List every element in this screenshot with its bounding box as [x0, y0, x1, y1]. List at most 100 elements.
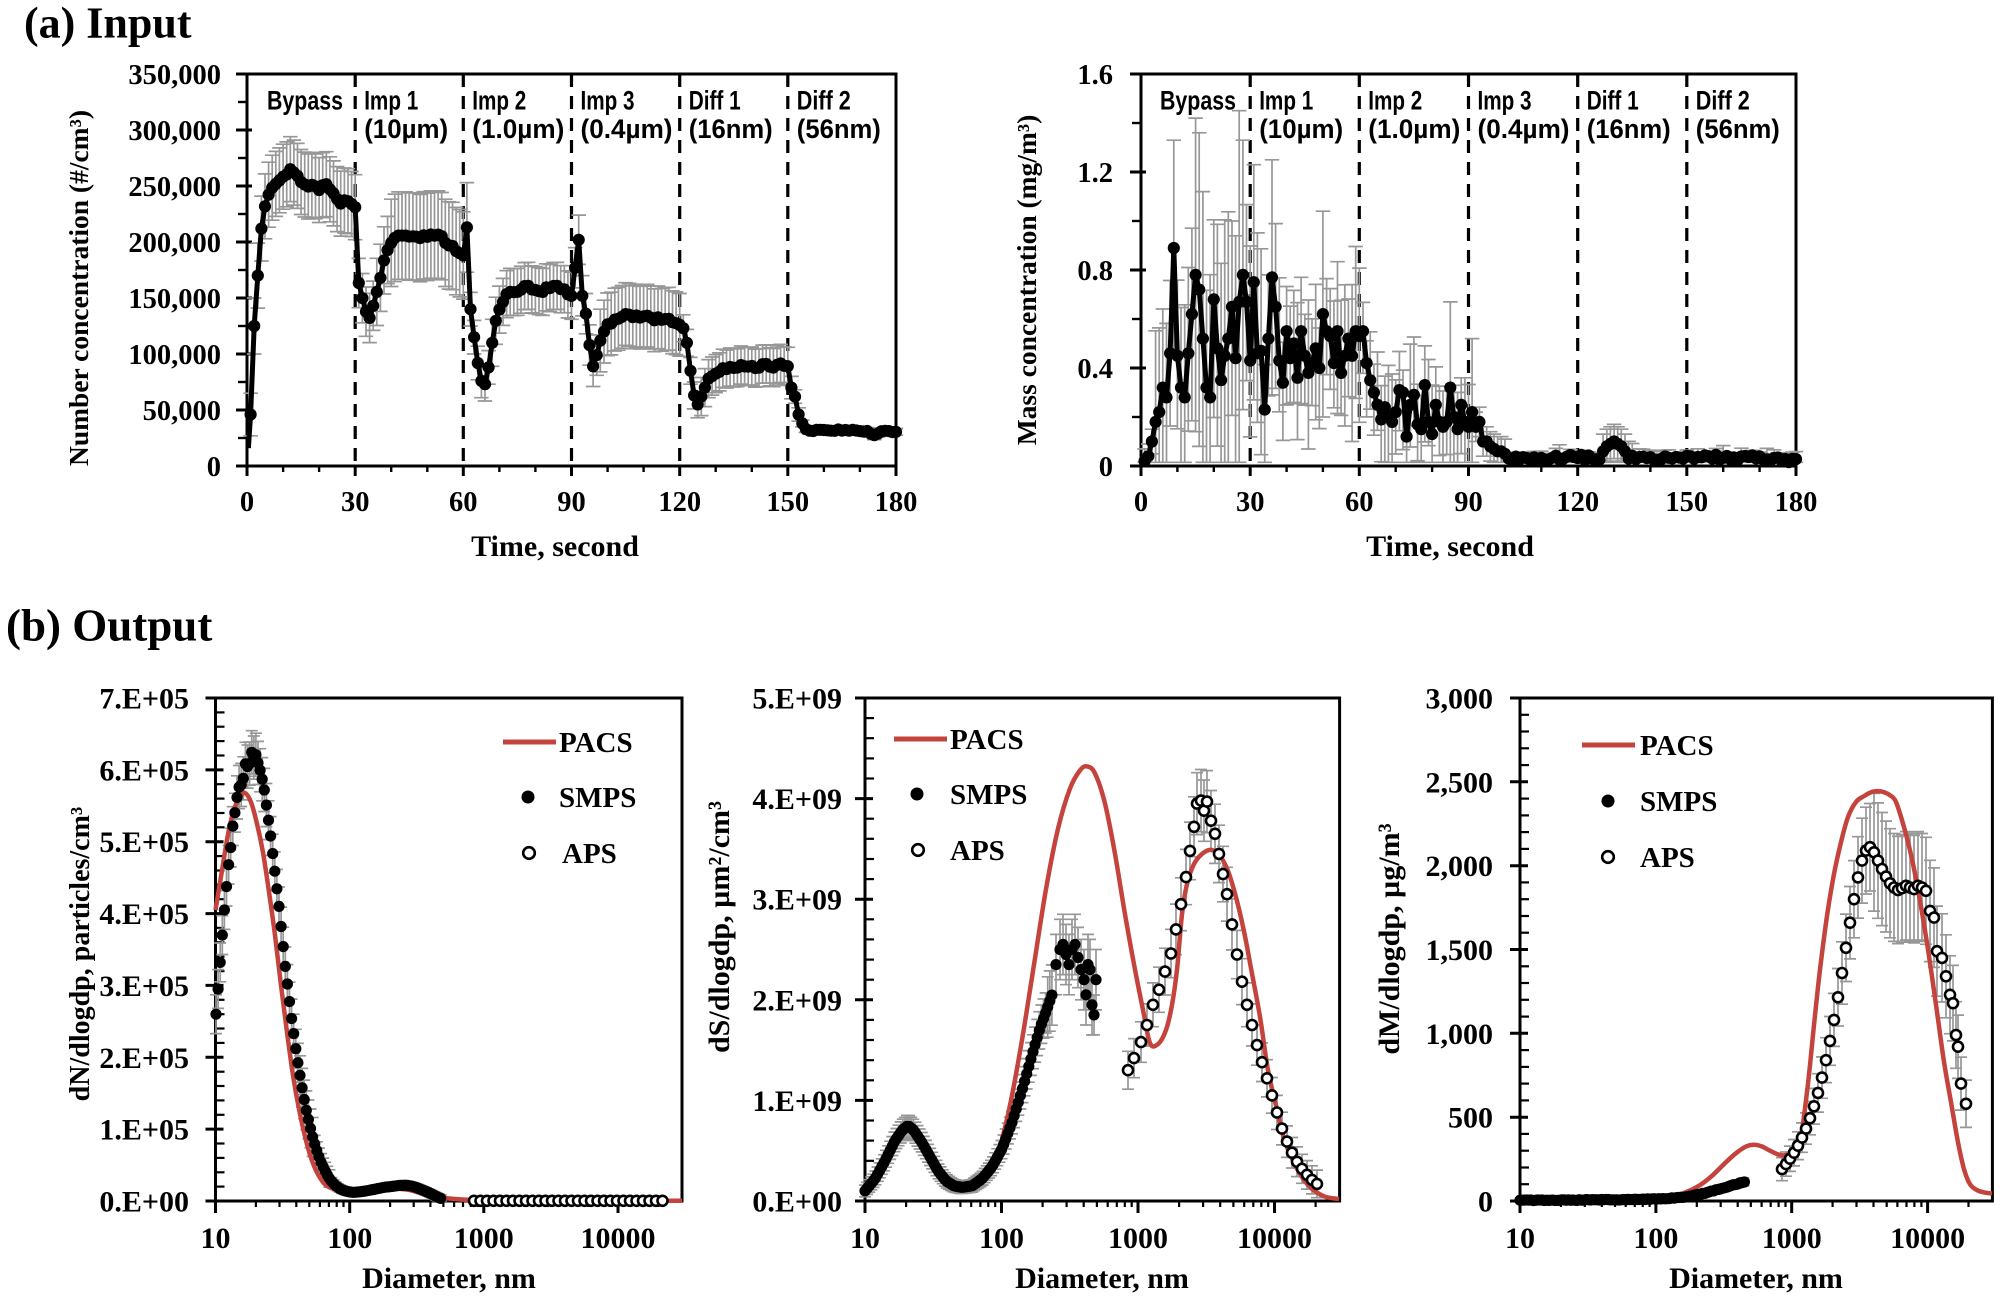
svg-text:1.E+05: 1.E+05	[99, 1114, 189, 1147]
svg-text:(10µm): (10µm)	[1259, 114, 1343, 144]
svg-text:300,000: 300,000	[128, 116, 221, 147]
svg-text:3,000: 3,000	[1426, 683, 1494, 716]
svg-text:(0.4µm): (0.4µm)	[1478, 114, 1570, 144]
svg-text:0: 0	[207, 452, 221, 483]
svg-text:0: 0	[240, 487, 254, 518]
svg-text:(10µm): (10µm)	[364, 114, 448, 144]
svg-text:150: 150	[1665, 487, 1708, 518]
svg-text:350,000: 350,000	[128, 60, 221, 91]
svg-text:1.E+09: 1.E+09	[752, 1085, 842, 1118]
svg-text:0.8: 0.8	[1077, 256, 1113, 287]
svg-text:SMPS: SMPS	[950, 779, 1027, 811]
svg-text:(0.4µm): (0.4µm)	[581, 114, 673, 144]
svg-text:1000: 1000	[454, 1222, 514, 1255]
svg-text:60: 60	[1345, 487, 1374, 518]
svg-text:(56nm): (56nm)	[797, 114, 881, 144]
svg-text:4.E+05: 4.E+05	[99, 898, 189, 931]
svg-text:150,000: 150,000	[128, 284, 221, 315]
svg-text:250,000: 250,000	[128, 172, 221, 203]
svg-text:180: 180	[1775, 487, 1818, 518]
svg-text:5.E+05: 5.E+05	[99, 826, 189, 859]
svg-text:100: 100	[1633, 1222, 1678, 1255]
svg-text:200,000: 200,000	[128, 228, 221, 259]
svg-text:Time, second: Time, second	[1366, 530, 1534, 563]
svg-text:Diff 2: Diff 2	[1696, 86, 1750, 116]
svg-text:100,000: 100,000	[128, 340, 221, 371]
svg-text:0.E+00: 0.E+00	[99, 1186, 189, 1219]
svg-text:1,000: 1,000	[1426, 1018, 1494, 1051]
svg-text:0: 0	[1099, 452, 1113, 483]
svg-text:0: 0	[1478, 1186, 1493, 1219]
svg-text:1000: 1000	[1762, 1222, 1822, 1255]
svg-text:APS: APS	[950, 835, 1005, 867]
svg-text:60: 60	[449, 487, 478, 518]
svg-text:(16nm): (16nm)	[1587, 114, 1671, 144]
svg-text:90: 90	[557, 487, 586, 518]
svg-text:dS/dlogdp, µm²/cm³: dS/dlogdp, µm²/cm³	[703, 801, 736, 1053]
svg-text:10: 10	[201, 1222, 231, 1255]
svg-text:dN/dlogdp, particles/cm³: dN/dlogdp, particles/cm³	[65, 807, 96, 1102]
svg-text:PACS: PACS	[950, 724, 1024, 756]
svg-text:Diameter, nm: Diameter, nm	[1669, 1262, 1843, 1295]
svg-text:10000: 10000	[581, 1222, 656, 1255]
svg-text:7.E+05: 7.E+05	[99, 683, 189, 716]
svg-text:10000: 10000	[1237, 1222, 1312, 1255]
svg-text:PACS: PACS	[559, 727, 633, 759]
svg-text:3.E+05: 3.E+05	[99, 970, 189, 1003]
svg-text:4.E+09: 4.E+09	[752, 783, 842, 816]
svg-text:180: 180	[875, 487, 918, 518]
svg-text:100: 100	[979, 1222, 1024, 1255]
svg-text:Diameter, nm: Diameter, nm	[362, 1262, 536, 1295]
svg-text:Number concentration (#/cm³): Number concentration (#/cm³)	[63, 110, 94, 466]
svg-text:Imp 1: Imp 1	[1259, 86, 1313, 116]
svg-text:Bypass: Bypass	[267, 86, 343, 116]
svg-text:1,500: 1,500	[1426, 934, 1494, 967]
svg-text:6.E+05: 6.E+05	[99, 754, 189, 787]
svg-text:SMPS: SMPS	[1640, 786, 1717, 818]
svg-text:3.E+09: 3.E+09	[752, 884, 842, 917]
svg-text:dM/dlogdp, µg/m³: dM/dlogdp, µg/m³	[1373, 823, 1406, 1054]
svg-text:Imp 2: Imp 2	[1368, 86, 1422, 116]
svg-text:(56nm): (56nm)	[1696, 114, 1780, 144]
svg-text:Diff 1: Diff 1	[1587, 86, 1639, 116]
svg-text:Mass concentration (mg/m³): Mass concentration (mg/m³)	[1011, 115, 1042, 446]
svg-text:2,000: 2,000	[1426, 850, 1494, 883]
svg-text:APS: APS	[1640, 842, 1695, 874]
svg-text:SMPS: SMPS	[559, 782, 636, 814]
svg-text:Diff 2: Diff 2	[797, 86, 851, 116]
svg-text:Imp 2: Imp 2	[472, 86, 526, 116]
svg-text:10: 10	[850, 1222, 880, 1255]
svg-text:1.2: 1.2	[1077, 158, 1113, 189]
svg-text:1.6: 1.6	[1077, 60, 1113, 91]
svg-text:2.E+05: 2.E+05	[99, 1042, 189, 1075]
svg-text:(1.0µm): (1.0µm)	[1368, 114, 1460, 144]
svg-text:90: 90	[1454, 487, 1483, 518]
svg-text:30: 30	[1236, 487, 1265, 518]
svg-text:Bypass: Bypass	[1160, 86, 1236, 116]
svg-text:(16nm): (16nm)	[689, 114, 773, 144]
svg-text:0.E+00: 0.E+00	[752, 1186, 842, 1219]
svg-text:(1.0µm): (1.0µm)	[472, 114, 564, 144]
svg-text:PACS: PACS	[1640, 730, 1714, 762]
svg-text:Imp 3: Imp 3	[581, 86, 635, 116]
svg-text:120: 120	[1556, 487, 1599, 518]
svg-text:Diameter, nm: Diameter, nm	[1015, 1262, 1189, 1295]
svg-text:2,500: 2,500	[1426, 766, 1494, 799]
svg-text:Time, second: Time, second	[471, 530, 639, 563]
svg-text:Imp 3: Imp 3	[1478, 86, 1532, 116]
svg-text:100: 100	[327, 1222, 372, 1255]
svg-text:2.E+09: 2.E+09	[752, 984, 842, 1017]
svg-text:(a) Input: (a) Input	[24, 0, 192, 48]
svg-text:30: 30	[341, 487, 370, 518]
svg-text:50,000: 50,000	[143, 396, 221, 427]
svg-text:0: 0	[1134, 487, 1148, 518]
svg-text:Diff 1: Diff 1	[689, 86, 741, 116]
svg-text:APS: APS	[562, 838, 617, 870]
svg-text:500: 500	[1448, 1102, 1493, 1135]
svg-text:150: 150	[766, 487, 809, 518]
svg-text:0.4: 0.4	[1077, 354, 1113, 385]
svg-text:120: 120	[658, 487, 701, 518]
svg-text:1000: 1000	[1108, 1222, 1168, 1255]
svg-text:5.E+09: 5.E+09	[752, 683, 842, 716]
svg-text:Imp 1: Imp 1	[364, 86, 418, 116]
